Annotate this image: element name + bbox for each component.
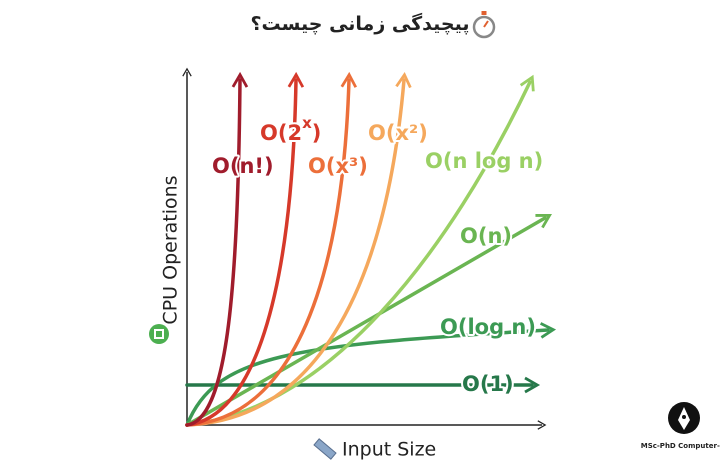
curve-on bbox=[185, 213, 552, 427]
curve-label: O(x²) bbox=[368, 121, 428, 145]
curve-ox3 bbox=[185, 71, 358, 427]
curve-ofact bbox=[185, 71, 249, 427]
curve-label: O(x³) bbox=[308, 154, 368, 178]
curve-ox2 bbox=[185, 71, 412, 427]
curve-label: O(2x) bbox=[260, 114, 321, 145]
stopwatch-icon bbox=[472, 11, 496, 39]
y-axis-label: CPU Operations bbox=[160, 175, 182, 324]
label-exponent: x bbox=[302, 114, 312, 132]
x-axis-label: Input Size bbox=[342, 439, 436, 461]
logo-icon bbox=[668, 402, 700, 434]
curve-onlogn bbox=[185, 74, 535, 427]
label-base: O(2 bbox=[260, 121, 302, 145]
curve-ologn bbox=[185, 322, 557, 427]
curve-label: O(n log n) bbox=[425, 149, 543, 173]
chip-icon bbox=[149, 324, 169, 344]
curve-o2x bbox=[185, 71, 305, 427]
curve-label: O(log n) bbox=[440, 315, 536, 339]
curve-label: O(n) bbox=[460, 224, 512, 248]
label-close: ) bbox=[312, 121, 322, 145]
title: پیچیدگی زمانی چیست؟ bbox=[251, 12, 470, 35]
logo-text: MSc-PhD Computer-IT bbox=[641, 442, 720, 450]
curve-label: O(1) bbox=[462, 372, 514, 396]
curve-label: O(n!) bbox=[212, 154, 274, 178]
ruler-icon bbox=[313, 438, 337, 460]
